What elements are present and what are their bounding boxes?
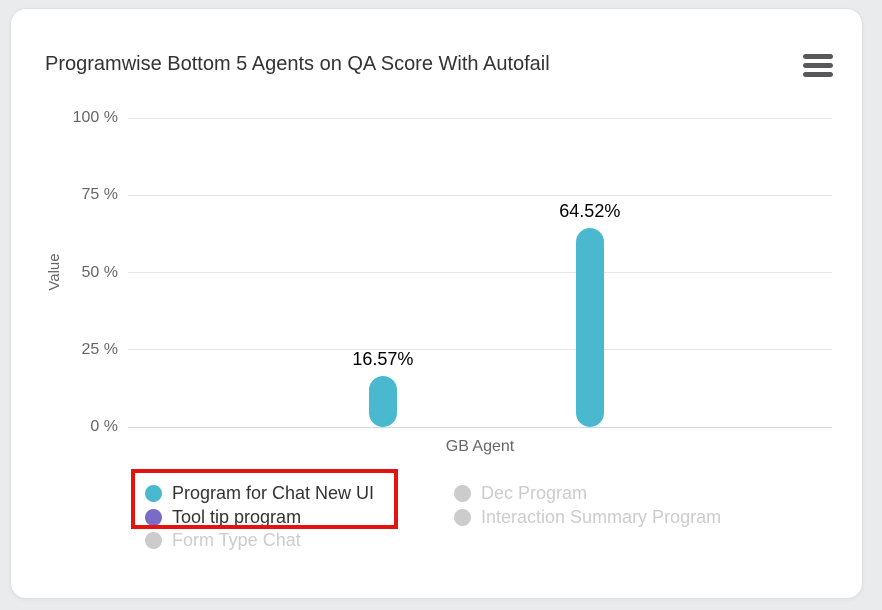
data-label: 16.57% [352, 348, 414, 369]
legend-item-form-type-chat[interactable]: Form Type Chat [145, 530, 301, 551]
y-axis-tick-label: 75 % [81, 186, 118, 204]
y-gridline [128, 194, 832, 196]
legend-item-label: Tool tip program [172, 507, 302, 527]
y-gridline [128, 272, 832, 273]
column-bar[interactable] [368, 375, 397, 427]
x-axis-line [128, 426, 832, 428]
legend-item-dec-program[interactable]: Dec Program [454, 483, 587, 504]
chart-title: Programwise Bottom 5 Agents on QA Score … [45, 53, 550, 75]
data-label: 64.52% [559, 200, 621, 221]
legend-marker-icon [454, 485, 471, 502]
legend-marker-icon [145, 532, 162, 549]
y-axis-tick-label: 0 % [90, 418, 118, 435]
chart-context-menu-button[interactable] [799, 48, 837, 82]
legend-item-interaction-summary-program[interactable]: Interaction Summary Program [454, 507, 721, 528]
y-axis-tick-label: 50 % [81, 263, 118, 281]
y-gridline [128, 117, 832, 119]
y-gridline [128, 349, 832, 351]
hamburger-menu-icon [803, 53, 833, 77]
legend-item-tool-tip-program[interactable]: Tool tip program [145, 507, 301, 528]
legend-marker-icon [145, 509, 162, 526]
legend-item-label: Form Type Chat [172, 530, 301, 550]
legend-item-program-for-chat-new-ui[interactable]: Program for Chat New UI [145, 483, 374, 504]
y-axis-tick-label: 100 % [72, 109, 118, 126]
legend-item-label: Interaction Summary Program [481, 507, 722, 527]
y-axis-title: Value [46, 253, 63, 291]
legend-item-label: Program for Chat New UI [172, 483, 375, 503]
x-axis-title: GB Agent [445, 438, 515, 455]
legend-marker-icon [145, 485, 162, 502]
legend-item-label: Dec Program [481, 483, 588, 503]
legend-marker-icon [454, 509, 471, 526]
column-bar[interactable] [575, 227, 604, 427]
y-axis-tick-label: 25 % [81, 340, 118, 358]
annotation-highlight-box [131, 469, 398, 529]
